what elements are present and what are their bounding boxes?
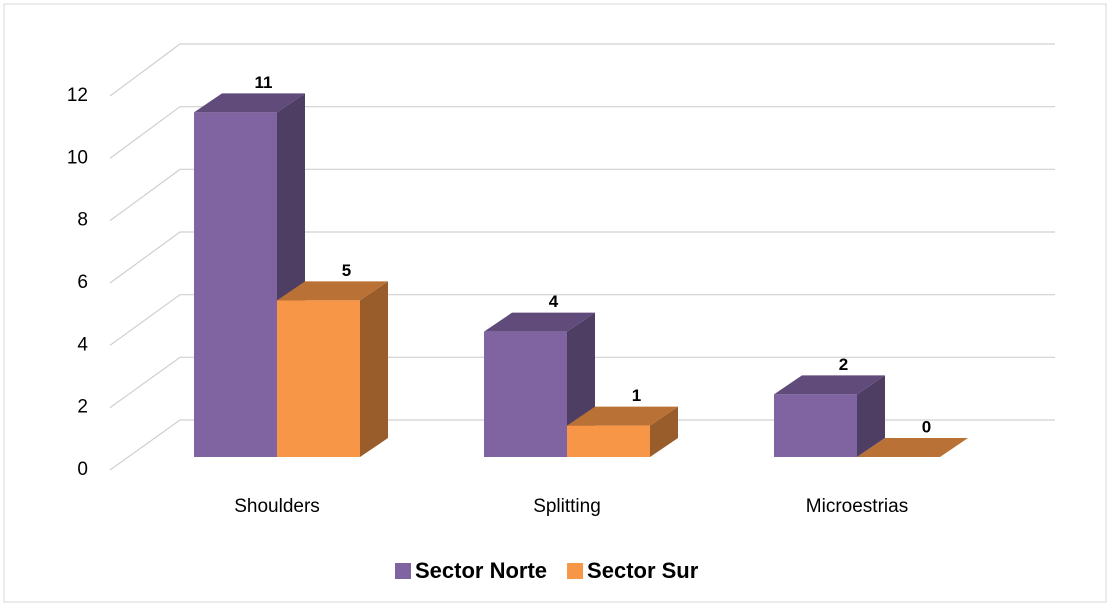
bar-face [774, 375, 885, 395]
y-tick-label: 8 [77, 210, 88, 231]
y-tick-label: 0 [77, 459, 88, 480]
grid-line [109, 294, 1055, 346]
y-tick-label: 2 [77, 397, 88, 418]
bar-face [774, 394, 857, 457]
bar-face [650, 406, 678, 457]
grid-line [109, 168, 1055, 222]
bar-face [857, 375, 885, 457]
bar-face [857, 438, 968, 457]
bar-face [567, 406, 678, 426]
data-label: 4 [549, 292, 559, 311]
y-tick-label: 10 [67, 147, 88, 168]
grid-line [109, 356, 1055, 409]
bar-face [277, 300, 360, 457]
bar-face [567, 425, 650, 457]
bar [857, 438, 968, 457]
grid-line [109, 106, 1055, 159]
data-label: 0 [922, 417, 931, 436]
legend-swatch [567, 563, 584, 579]
data-label: 5 [342, 261, 351, 280]
x-tick-label: Splitting [533, 496, 601, 517]
data-label: 2 [839, 355, 848, 374]
y-tick-label: 6 [77, 272, 88, 293]
bar-face [360, 281, 388, 457]
grid-line [109, 231, 1055, 284]
bar [277, 281, 388, 457]
legend-label: Sector Sur [587, 558, 699, 583]
bar-face [194, 93, 305, 113]
grid-line [109, 419, 1055, 471]
bar-face [277, 281, 388, 301]
chart-border [3, 3, 1107, 603]
data-label: 1 [632, 386, 641, 405]
bar-face [194, 112, 277, 457]
grid-line [109, 43, 1055, 97]
x-tick-label: Shoulders [234, 496, 320, 517]
bar [774, 375, 885, 457]
x-tick-label: Microestrias [806, 496, 908, 517]
bar-face [484, 331, 567, 457]
y-tick-label: 12 [67, 85, 88, 106]
y-tick-label: 4 [77, 334, 88, 355]
bar-face [484, 312, 595, 332]
bar [567, 406, 678, 457]
legend-swatch [395, 563, 411, 579]
legend-label: Sector Norte [415, 558, 547, 583]
data-label: 11 [255, 73, 273, 92]
